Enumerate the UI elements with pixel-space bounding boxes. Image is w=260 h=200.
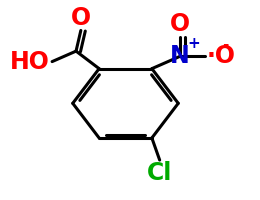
Text: HO: HO	[10, 50, 50, 74]
Text: ·O: ·O	[206, 44, 236, 68]
Text: N: N	[170, 44, 190, 68]
Text: O: O	[71, 6, 91, 30]
Text: +: +	[187, 36, 200, 51]
Text: -: -	[222, 37, 229, 52]
Text: O: O	[170, 12, 190, 36]
Text: Cl: Cl	[147, 161, 172, 185]
